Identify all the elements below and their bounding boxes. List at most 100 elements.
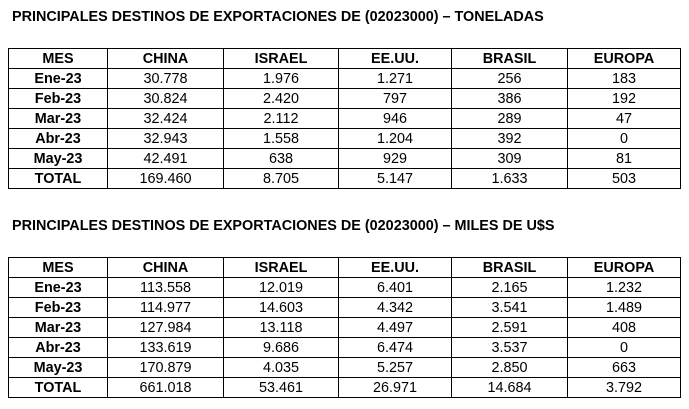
value-cell: 9.686 [223, 337, 339, 358]
value-cell: 14.603 [223, 297, 339, 318]
value-cell: 797 [338, 88, 452, 109]
table-title-miles-usd: PRINCIPALES DESTINOS DE EXPORTACIONES DE… [12, 218, 555, 234]
month-cell: Mar-23 [8, 108, 108, 129]
value-cell: 133.619 [107, 337, 224, 358]
value-cell: 26.971 [338, 377, 452, 398]
month-cell: Feb-23 [8, 88, 108, 109]
value-cell: 661.018 [107, 377, 224, 398]
value-cell: 2.591 [451, 317, 568, 338]
value-cell: 503 [567, 168, 681, 189]
month-cell: May-23 [8, 357, 108, 378]
column-header: ISRAEL [223, 48, 339, 69]
value-cell: 1.489 [567, 297, 681, 318]
value-cell: 32.424 [107, 108, 224, 129]
value-cell: 946 [338, 108, 452, 129]
month-cell: Feb-23 [8, 297, 108, 318]
value-cell: 14.684 [451, 377, 568, 398]
value-cell: 3.537 [451, 337, 568, 358]
value-cell: 32.943 [107, 128, 224, 149]
value-cell: 309 [451, 148, 568, 169]
column-header: MES [8, 257, 108, 278]
value-cell: 1.976 [223, 68, 339, 89]
value-cell: 2.112 [223, 108, 339, 129]
value-cell: 638 [223, 148, 339, 169]
total-row: TOTAL 169.460 8.705 5.147 1.633 503 [8, 168, 681, 189]
value-cell: 3.792 [567, 377, 681, 398]
table-row: Ene-23 113.558 12.019 6.401 2.165 1.232 [8, 277, 681, 298]
column-header: CHINA [107, 257, 224, 278]
value-cell: 392 [451, 128, 568, 149]
value-cell: 256 [451, 68, 568, 89]
value-cell: 113.558 [107, 277, 224, 298]
value-cell: 408 [567, 317, 681, 338]
value-cell: 170.879 [107, 357, 224, 378]
value-cell: 4.342 [338, 297, 452, 318]
month-cell: TOTAL [8, 377, 108, 398]
month-cell: Ene-23 [8, 68, 108, 89]
table-row: Abr-23 133.619 9.686 6.474 3.537 0 [8, 337, 681, 358]
value-cell: 663 [567, 357, 681, 378]
value-cell: 192 [567, 88, 681, 109]
table-row: Mar-23 127.984 13.118 4.497 2.591 408 [8, 317, 681, 338]
table-row: Feb-23 30.824 2.420 797 386 192 [8, 88, 681, 109]
header-row: MES CHINA ISRAEL EE.UU. BRASIL EUROPA [8, 257, 681, 278]
column-header: EUROPA [567, 257, 681, 278]
value-cell: 30.824 [107, 88, 224, 109]
value-cell: 3.541 [451, 297, 568, 318]
value-cell: 53.461 [223, 377, 339, 398]
value-cell: 929 [338, 148, 452, 169]
value-cell: 4.035 [223, 357, 339, 378]
month-cell: Mar-23 [8, 317, 108, 338]
table-row: May-23 170.879 4.035 5.257 2.850 663 [8, 357, 681, 378]
value-cell: 5.257 [338, 357, 452, 378]
value-cell: 81 [567, 148, 681, 169]
value-cell: 8.705 [223, 168, 339, 189]
month-cell: May-23 [8, 148, 108, 169]
value-cell: 13.118 [223, 317, 339, 338]
value-cell: 114.977 [107, 297, 224, 318]
month-cell: Abr-23 [8, 128, 108, 149]
column-header: EUROPA [567, 48, 681, 69]
value-cell: 1.271 [338, 68, 452, 89]
value-cell: 127.984 [107, 317, 224, 338]
value-cell: 1.204 [338, 128, 452, 149]
column-header: CHINA [107, 48, 224, 69]
month-cell: TOTAL [8, 168, 108, 189]
month-cell: Ene-23 [8, 277, 108, 298]
value-cell: 183 [567, 68, 681, 89]
exports-table-miles-usd: MES CHINA ISRAEL EE.UU. BRASIL EUROPA Ene-23 1… [8, 257, 681, 398]
table-row: Ene-23 30.778 1.976 1.271 256 183 [8, 68, 681, 89]
column-header: ISRAEL [223, 257, 339, 278]
value-cell: 2.165 [451, 277, 568, 298]
column-header: MES [8, 48, 108, 69]
column-header: EE.UU. [338, 48, 452, 69]
value-cell: 289 [451, 108, 568, 129]
value-cell: 169.460 [107, 168, 224, 189]
value-cell: 386 [451, 88, 568, 109]
table-row: Mar-23 32.424 2.112 946 289 47 [8, 108, 681, 129]
table-row: May-23 42.491 638 929 309 81 [8, 148, 681, 169]
value-cell: 30.778 [107, 68, 224, 89]
table-row: Feb-23 114.977 14.603 4.342 3.541 1.489 [8, 297, 681, 318]
value-cell: 1.232 [567, 277, 681, 298]
value-cell: 6.474 [338, 337, 452, 358]
column-header: BRASIL [451, 257, 568, 278]
table-row: Abr-23 32.943 1.558 1.204 392 0 [8, 128, 681, 149]
value-cell: 1.558 [223, 128, 339, 149]
value-cell: 42.491 [107, 148, 224, 169]
value-cell: 6.401 [338, 277, 452, 298]
value-cell: 12.019 [223, 277, 339, 298]
column-header: EE.UU. [338, 257, 452, 278]
value-cell: 1.633 [451, 168, 568, 189]
value-cell: 2.850 [451, 357, 568, 378]
value-cell: 2.420 [223, 88, 339, 109]
value-cell: 0 [567, 128, 681, 149]
column-header: BRASIL [451, 48, 568, 69]
value-cell: 4.497 [338, 317, 452, 338]
value-cell: 0 [567, 337, 681, 358]
exports-table-toneladas: MES CHINA ISRAEL EE.UU. BRASIL EUROPA Ene-23 3… [8, 48, 681, 189]
total-row: TOTAL 661.018 53.461 26.971 14.684 3.792 [8, 377, 681, 398]
header-row: MES CHINA ISRAEL EE.UU. BRASIL EUROPA [8, 48, 681, 69]
value-cell: 5.147 [338, 168, 452, 189]
value-cell: 47 [567, 108, 681, 129]
